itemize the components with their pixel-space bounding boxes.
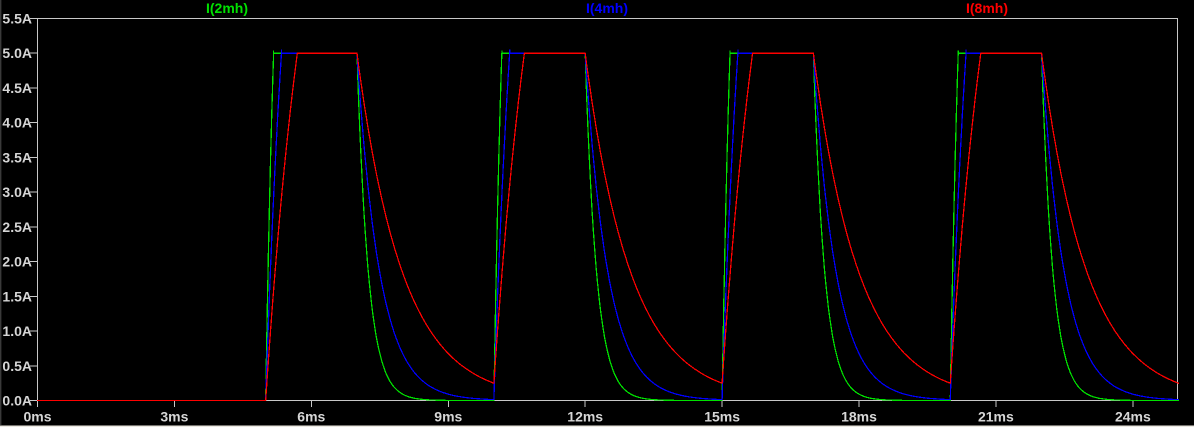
svg-text:9ms: 9ms <box>434 409 462 425</box>
svg-text:I(2mh): I(2mh) <box>206 0 248 16</box>
svg-text:I(8mh): I(8mh) <box>966 0 1008 16</box>
svg-text:21ms: 21ms <box>978 409 1014 425</box>
svg-text:6ms: 6ms <box>297 409 325 425</box>
svg-text:12ms: 12ms <box>567 409 603 425</box>
svg-text:4.5A: 4.5A <box>2 80 32 96</box>
svg-text:3ms: 3ms <box>160 409 188 425</box>
svg-text:1.0A: 1.0A <box>2 323 32 339</box>
svg-text:2.5A: 2.5A <box>2 219 32 235</box>
svg-text:I(4mh): I(4mh) <box>586 0 628 16</box>
svg-text:3.5A: 3.5A <box>2 149 32 165</box>
svg-text:5.5A: 5.5A <box>2 11 32 27</box>
svg-text:2.0A: 2.0A <box>2 254 32 270</box>
svg-text:4.0A: 4.0A <box>2 115 32 131</box>
svg-text:0ms: 0ms <box>23 409 51 425</box>
svg-text:5.0A: 5.0A <box>2 45 32 61</box>
svg-text:0.5A: 0.5A <box>2 358 32 374</box>
svg-text:18ms: 18ms <box>841 409 877 425</box>
svg-text:3.0A: 3.0A <box>2 184 32 200</box>
svg-text:1.5A: 1.5A <box>2 288 32 304</box>
svg-text:24ms: 24ms <box>1115 409 1151 425</box>
svg-text:15ms: 15ms <box>704 409 740 425</box>
svg-text:0.0A: 0.0A <box>2 393 32 409</box>
